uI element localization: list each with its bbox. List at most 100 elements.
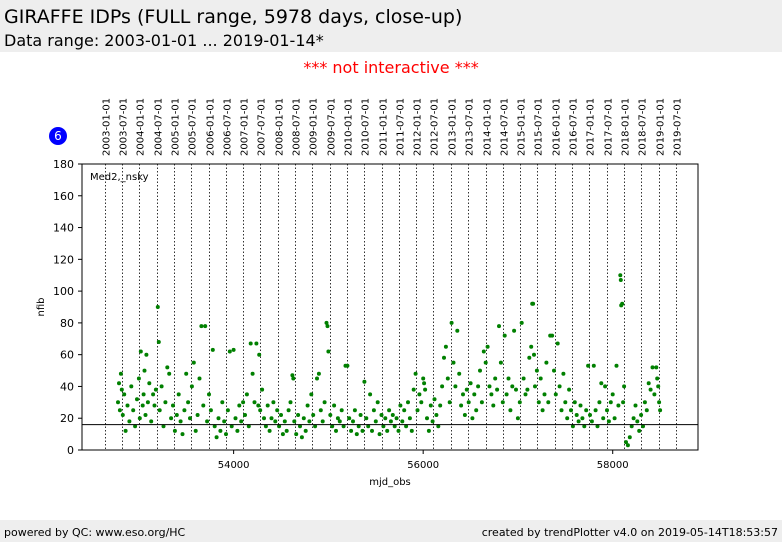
- data-point: [152, 403, 157, 408]
- data-point: [147, 381, 152, 386]
- date-marker-label: 2003-07-01: [119, 98, 130, 156]
- data-point: [241, 400, 246, 405]
- data-point: [305, 403, 310, 408]
- y-tick-label: 180: [53, 158, 74, 171]
- data-point: [201, 403, 206, 408]
- data-point: [563, 400, 568, 405]
- data-point: [493, 376, 498, 381]
- data-point: [489, 392, 494, 397]
- data-point: [620, 301, 625, 306]
- data-point: [352, 408, 357, 413]
- data-point: [637, 428, 642, 433]
- date-marker-label: 2009-07-01: [327, 98, 338, 156]
- data-point: [325, 324, 330, 329]
- data-point: [345, 363, 350, 368]
- data-point: [540, 408, 545, 413]
- data-point: [145, 400, 150, 405]
- data-point: [610, 392, 615, 397]
- data-point: [156, 340, 161, 344]
- data-point: [258, 408, 263, 413]
- data-point: [271, 400, 276, 405]
- data-point: [246, 424, 251, 429]
- data-point: [593, 408, 598, 413]
- date-marker-label: 2016-07-01: [569, 98, 580, 156]
- data-point: [313, 424, 318, 429]
- data-point: [120, 413, 125, 417]
- data-point: [580, 416, 585, 421]
- data-point: [422, 381, 427, 386]
- data-point: [608, 400, 613, 405]
- data-point: [379, 413, 384, 417]
- data-point: [434, 413, 439, 417]
- data-point: [141, 392, 146, 397]
- data-point: [440, 384, 445, 389]
- data-point: [294, 432, 299, 437]
- data-point: [273, 419, 278, 424]
- data-point: [169, 416, 174, 421]
- data-point: [328, 413, 333, 417]
- data-point: [625, 443, 630, 448]
- data-point: [419, 400, 424, 405]
- data-point: [137, 416, 142, 421]
- date-marker-label: 2008-07-01: [292, 98, 303, 156]
- y-tick-label: 20: [60, 412, 74, 425]
- data-point: [122, 392, 127, 397]
- data-point: [565, 416, 570, 421]
- date-marker-label: 2012-01-01: [413, 98, 424, 156]
- date-marker-label: 2007-01-01: [240, 98, 251, 156]
- data-point: [330, 424, 335, 429]
- data-point: [413, 371, 418, 376]
- data-point: [193, 428, 198, 433]
- data-point: [341, 424, 346, 429]
- data-point: [495, 387, 500, 392]
- data-point: [116, 400, 120, 405]
- y-tick-label: 100: [53, 285, 74, 298]
- y-tick-label: 0: [67, 444, 74, 457]
- date-marker-label: 2018-01-01: [621, 98, 632, 156]
- data-point: [284, 428, 289, 433]
- data-point: [538, 376, 543, 381]
- y-axis-label: nfib: [36, 298, 47, 317]
- data-point: [658, 408, 663, 413]
- data-point: [627, 435, 632, 440]
- data-point: [650, 365, 655, 370]
- data-point: [225, 408, 230, 413]
- data-point: [388, 419, 393, 424]
- data-point: [445, 376, 450, 381]
- data-point: [311, 413, 316, 417]
- data-point: [117, 381, 121, 386]
- date-marker-label: 2009-01-01: [309, 98, 320, 156]
- data-point: [569, 408, 573, 413]
- data-point: [186, 400, 191, 405]
- date-marker-label: 2004-01-01: [136, 98, 147, 156]
- data-point: [257, 352, 262, 357]
- data-point: [398, 403, 403, 408]
- data-point: [390, 413, 395, 417]
- data-point: [652, 392, 657, 397]
- data-point: [244, 392, 249, 397]
- date-marker-label: 2017-01-01: [586, 98, 597, 156]
- data-point: [510, 384, 515, 389]
- data-point: [624, 440, 628, 445]
- date-marker-label: 2015-01-01: [517, 98, 528, 156]
- data-point: [407, 416, 412, 421]
- date-marker-label: 2008-01-01: [275, 98, 286, 156]
- data-point: [155, 305, 160, 309]
- data-point: [589, 419, 594, 424]
- date-marker-label: 2005-01-01: [171, 98, 182, 156]
- date-marker-label: 2004-07-01: [154, 98, 165, 156]
- data-point: [315, 376, 319, 381]
- data-point: [415, 408, 420, 413]
- data-point: [531, 301, 536, 306]
- data-point: [491, 403, 496, 408]
- data-point: [360, 428, 365, 433]
- not-interactive-notice: *** not interactive ***: [303, 58, 479, 77]
- y-axis: 0 20 40 60 80 100 120 140 160 180: [53, 158, 82, 457]
- data-point: [320, 419, 325, 424]
- data-point: [472, 392, 477, 397]
- data-point: [163, 400, 168, 405]
- data-point: [394, 416, 399, 421]
- data-point: [356, 424, 361, 429]
- data-point: [478, 368, 482, 373]
- data-point: [631, 416, 636, 421]
